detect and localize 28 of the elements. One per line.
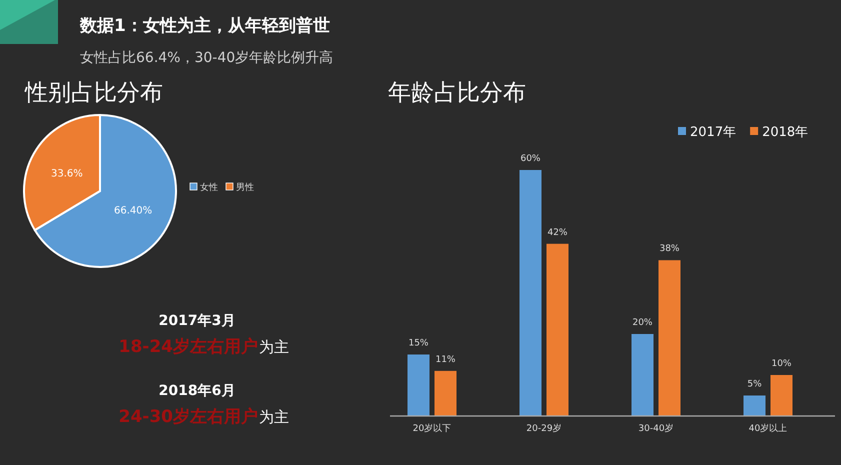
text: 2017年3月 <box>158 313 236 329</box>
text: 为主 <box>259 408 289 426</box>
data-label: 5% <box>747 380 762 390</box>
data-label: 42% <box>547 228 568 238</box>
text: 2018年6月 <box>158 383 236 399</box>
data-label: 10% <box>771 359 792 369</box>
data-label: 60% <box>520 154 541 164</box>
legend-label: 2017年 <box>690 125 736 140</box>
data-label: 20% <box>632 318 653 328</box>
x-tick-label: 20-29岁 <box>526 423 562 434</box>
text: 18-24岁左右用户 <box>118 337 258 357</box>
x-tick-label: 20岁以下 <box>412 423 452 434</box>
data-label: 66.40% <box>114 206 152 217</box>
text: 24-30岁左右用户 <box>118 407 258 427</box>
text: 数据1：女性为主，从年轻到普世 <box>79 15 330 36</box>
text: 为主 <box>259 338 289 356</box>
data-label: 11% <box>435 354 456 365</box>
x-tick-label: 40岁以上 <box>748 423 788 434</box>
text: 女性占比66.4%，30-40岁年龄比例升高 <box>80 50 334 66</box>
chart-title: 性别占比分布 <box>24 80 163 106</box>
data-label: 38% <box>659 244 680 254</box>
data-label: 15% <box>408 338 429 348</box>
x-tick-label: 30-40岁 <box>638 423 674 434</box>
legend-label: 女性 <box>200 182 218 193</box>
legend-label: 男性 <box>236 182 254 193</box>
legend-label: 2018年 <box>762 125 808 140</box>
chart-title: 年龄占比分布 <box>388 80 526 106</box>
data-label: 33.6% <box>51 168 83 180</box>
